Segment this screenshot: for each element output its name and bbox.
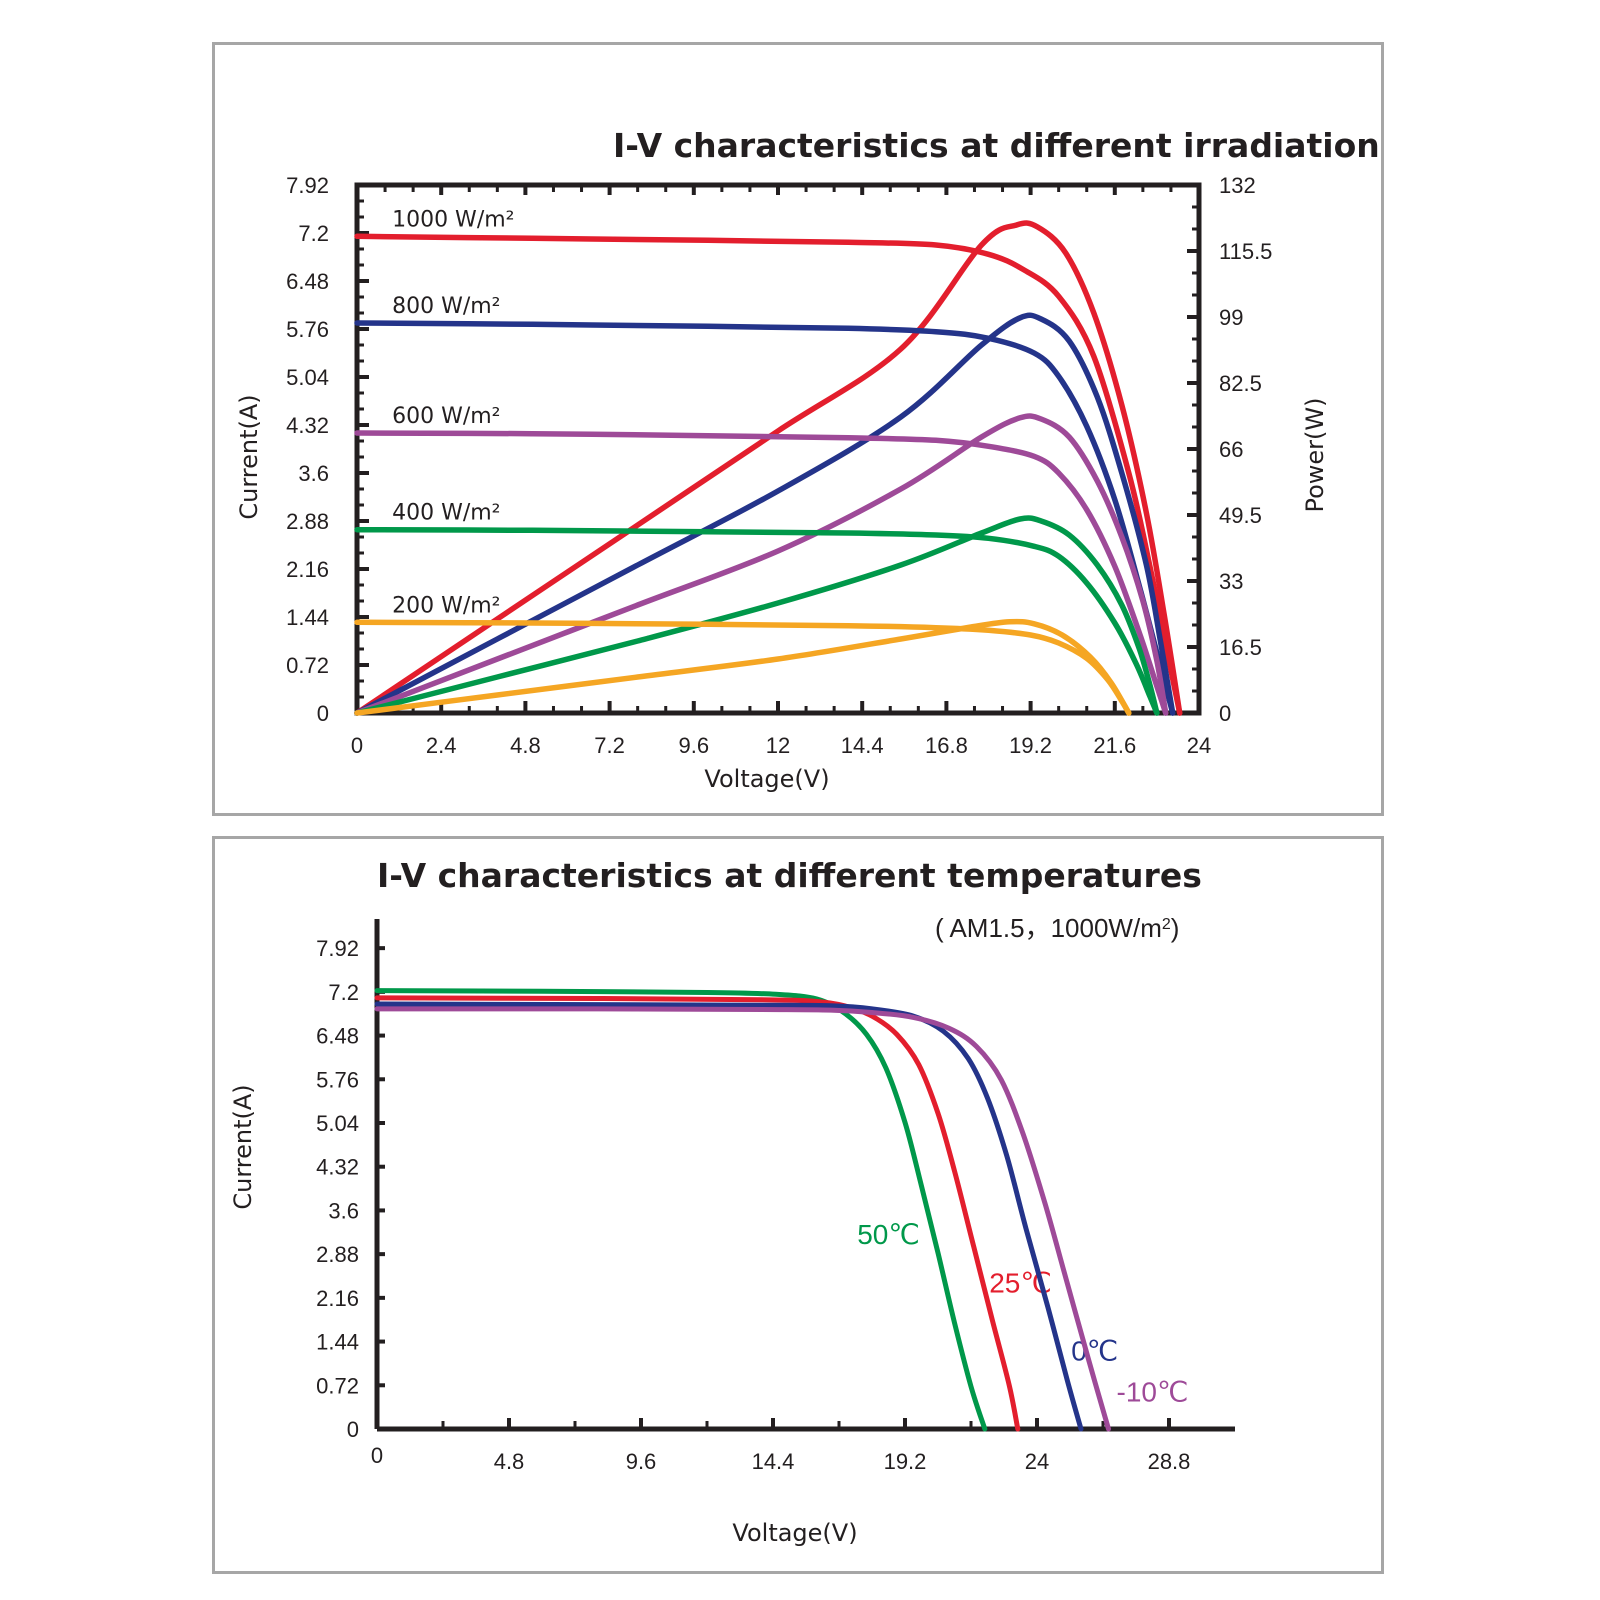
- y-tick-label: 7.92: [286, 173, 329, 198]
- series-label: -10℃: [1117, 1377, 1189, 1408]
- y-tick-label: 1.44: [286, 605, 329, 630]
- x-tick-label: 28.8: [1148, 1449, 1191, 1474]
- x-tick-label: 14.4: [752, 1449, 795, 1474]
- power-curve-series-1: [354, 312, 1176, 716]
- x-tick-label: 21.6: [1093, 733, 1136, 758]
- series-label: 800 W/m²: [392, 294, 500, 319]
- x-tick-label: 4.8: [494, 1449, 525, 1474]
- iv-curve-series-0: [374, 988, 988, 1432]
- chart-title: I-V characteristics at different tempera…: [377, 856, 1202, 895]
- series-label: 1000 W/m²: [392, 207, 514, 232]
- y2-tick-label: 132: [1219, 173, 1256, 198]
- y2-tick-label: 99: [1219, 305, 1243, 330]
- y-tick-label: 0.72: [286, 653, 329, 678]
- x-tick-label: 4.8: [510, 733, 541, 758]
- iv-curve-series-3: [354, 526, 1160, 716]
- power-curve-series-3: [354, 515, 1160, 716]
- iv-curve-series-2: [374, 1001, 1084, 1432]
- irradiation-chart: I-V characteristics at different irradia…: [235, 126, 1381, 793]
- y-tick-label: 5.76: [286, 317, 329, 342]
- y-tick-label: 7.2: [328, 980, 359, 1005]
- y-axis-label: Current(A): [229, 1084, 257, 1209]
- y-tick-label: 0.72: [316, 1373, 359, 1398]
- iv-curve-series-4: [354, 619, 1132, 716]
- x-axis-label: Voltage(V): [732, 1519, 857, 1547]
- y2-tick-label: 115.5: [1219, 239, 1272, 264]
- y-tick-label: 6.48: [316, 1024, 359, 1049]
- y-tick-label: 6.48: [286, 269, 329, 294]
- x-tick-label: 19.2: [884, 1449, 927, 1474]
- power-curve-series-0: [354, 220, 1183, 716]
- iv-curve-series-1: [374, 995, 1021, 1432]
- y2-tick-label: 66: [1219, 437, 1243, 462]
- series-label: 0℃: [1071, 1335, 1118, 1366]
- y-tick-label: 5.76: [316, 1067, 359, 1092]
- y-tick-label: 0: [317, 701, 329, 726]
- x-tick-label: 24: [1187, 733, 1211, 758]
- y-tick-label: 7.92: [316, 936, 359, 961]
- y-tick-label: 2.88: [316, 1242, 359, 1267]
- y2-tick-label: 49.5: [1219, 503, 1262, 528]
- x-tick-label: 2.4: [426, 733, 457, 758]
- x-tick-label: 9.6: [679, 733, 710, 758]
- irradiation-chart-panel: I-V characteristics at different irradia…: [212, 42, 1384, 816]
- x-tick-label: 9.6: [626, 1449, 657, 1474]
- iv-curve-series-3: [374, 1006, 1111, 1432]
- x-tick-label: 12: [766, 733, 790, 758]
- x-tick-label: 24: [1025, 1449, 1049, 1474]
- y2-tick-label: 82.5: [1219, 371, 1262, 396]
- y-tick-label: 3.6: [328, 1198, 359, 1223]
- series-label: 200 W/m²: [392, 593, 500, 618]
- y-tick-label: 0: [347, 1417, 359, 1442]
- y-tick-label: 2.16: [286, 557, 329, 582]
- y-axis-label: Current(A): [235, 394, 263, 519]
- y2-tick-label: 33: [1219, 569, 1243, 594]
- y-tick-label: 4.32: [316, 1155, 359, 1180]
- series-label: 400 W/m²: [392, 501, 500, 526]
- y-tick-label: 7.2: [298, 221, 329, 246]
- x-tick-label: 19.2: [1009, 733, 1052, 758]
- chart-title: I-V characteristics at different irradia…: [613, 126, 1381, 165]
- y-tick-label: 3.6: [298, 461, 329, 486]
- chart-subtitle: ( AM1.5，1000W/m2): [935, 913, 1179, 943]
- x-tick-label: 0: [351, 733, 363, 758]
- x-axis-label: Voltage(V): [704, 765, 829, 793]
- power-curve-series-2: [354, 413, 1169, 716]
- y-tick-label: 5.04: [316, 1111, 359, 1136]
- y2-tick-label: 0: [1219, 701, 1231, 726]
- series-label: 50℃: [857, 1219, 920, 1250]
- iv-curve-series-2: [354, 430, 1169, 716]
- x-tick-label: 7.2: [594, 733, 625, 758]
- series-label: 600 W/m²: [392, 404, 500, 429]
- y2-axis-label: Power(W): [1301, 397, 1329, 512]
- iv-curve-series-0: [354, 233, 1183, 716]
- x-tick-label: 0: [371, 1443, 383, 1468]
- y-tick-label: 1.44: [316, 1330, 359, 1355]
- x-tick-label: 16.8: [925, 733, 968, 758]
- y-tick-label: 5.04: [286, 365, 329, 390]
- y2-tick-label: 16.5: [1219, 635, 1262, 660]
- y-tick-label: 4.32: [286, 413, 329, 438]
- x-tick-label: 14.4: [841, 733, 884, 758]
- y-tick-label: 2.16: [316, 1286, 359, 1311]
- temperature-chart-panel: I-V characteristics at different tempera…: [212, 836, 1384, 1574]
- temperature-chart: I-V characteristics at different tempera…: [229, 856, 1235, 1547]
- y-tick-label: 2.88: [286, 509, 329, 534]
